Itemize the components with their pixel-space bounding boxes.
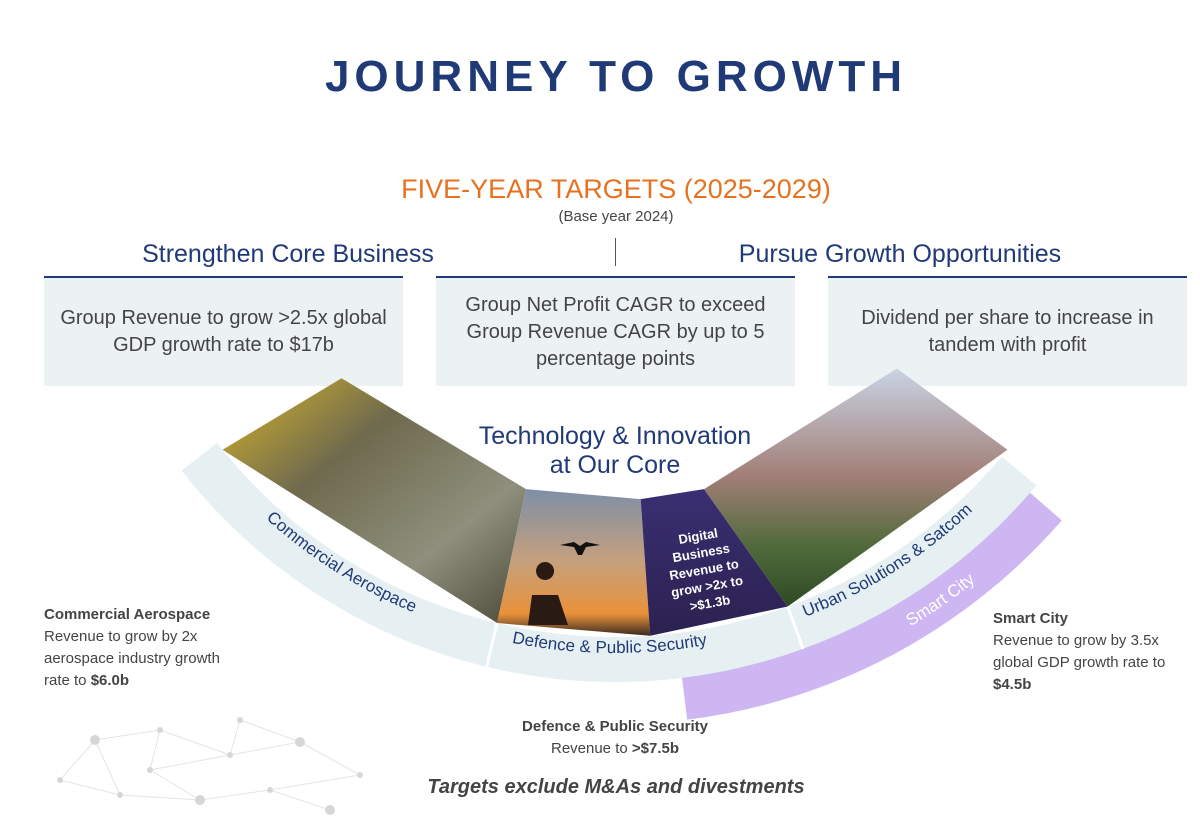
network-line — [94, 729, 161, 741]
network-line — [159, 729, 231, 756]
aerospace-text: Revenue to grow by 2x aerospace industry… — [44, 628, 220, 689]
network-line — [149, 729, 161, 771]
band-separator — [786, 606, 805, 650]
pillar-core-business: Strengthen Core Business — [142, 240, 434, 268]
network-line — [269, 789, 331, 811]
network-node — [195, 795, 205, 805]
network-line — [119, 794, 201, 801]
rule — [44, 276, 403, 278]
network-node — [325, 805, 335, 815]
band-separator — [485, 622, 499, 668]
smart-city-name: Smart City — [993, 610, 1069, 627]
page-title: JOURNEY TO GROWTH — [324, 52, 908, 101]
target-dividend: Dividend per share to increase in tandem… — [828, 278, 1187, 386]
targets-heading: FIVE-YEAR TARGETS (2025-2029) — [401, 174, 831, 204]
aerospace-value: $6.0b — [90, 672, 130, 689]
network-line — [94, 739, 121, 796]
network-line — [59, 779, 121, 796]
defence-text: Revenue to — [550, 740, 632, 757]
network-node — [357, 772, 363, 778]
aerospace-name: Commercial Aerospace — [44, 606, 211, 623]
segment-band — [181, 442, 1037, 683]
footer-note: Targets exclude M&As and divestments — [427, 776, 805, 798]
urban-solutions-photo — [704, 368, 1008, 607]
network-line — [59, 739, 96, 781]
network-node — [237, 717, 243, 723]
network-line — [299, 741, 361, 776]
network-line — [229, 741, 301, 756]
defence-target: Defence & Public Security Revenue to >$7… — [490, 716, 740, 760]
network-node — [117, 792, 123, 798]
network-line — [239, 719, 301, 743]
commercial-aerospace-photo — [222, 378, 526, 624]
rule — [436, 276, 795, 278]
network-line — [229, 719, 241, 756]
digital-business-text: DigitalBusinessRevenue togrow >2x to>$1.… — [661, 522, 747, 616]
smart-city-text: Revenue to grow by 3.5x global GDP growt… — [993, 632, 1166, 671]
drone-icon — [560, 542, 600, 555]
network-node — [227, 752, 233, 758]
network-node — [57, 777, 63, 783]
divider — [615, 238, 616, 266]
target-revenue: Group Revenue to grow >2.5x global GDP g… — [44, 278, 403, 386]
network-node — [267, 787, 273, 793]
network-line — [149, 769, 201, 801]
defence-value: >$7.5b — [631, 740, 679, 757]
rule — [828, 276, 1187, 278]
aerospace-target: Commercial Aerospace Revenue to grow by … — [44, 604, 244, 692]
network-node — [147, 767, 153, 773]
network-node — [157, 727, 163, 733]
core-line-1: Technology & Innovation — [478, 422, 752, 450]
network-node — [295, 737, 305, 747]
core-heading: Technology & Innovation at Our Core — [415, 422, 815, 480]
soldier-silhouette — [528, 562, 568, 625]
smart-city-value: $4.5b — [993, 676, 1032, 693]
network-decoration — [57, 717, 363, 815]
base-year: (Base year 2024) — [558, 208, 674, 225]
defence-name: Defence & Public Security — [522, 718, 708, 735]
network-line — [149, 754, 231, 771]
target-net-profit: Group Net Profit CAGR to exceed Group Re… — [436, 278, 795, 386]
digital-business-panel — [640, 489, 788, 636]
network-line — [269, 774, 361, 791]
smart-city-band — [681, 491, 1062, 720]
network-line — [199, 789, 271, 801]
smart-city-target: Smart City Revenue to grow by 3.5x globa… — [993, 608, 1183, 696]
network-node — [90, 735, 100, 745]
pillar-growth: Pursue Growth Opportunities — [738, 240, 1062, 268]
core-line-2: at Our Core — [549, 451, 681, 479]
